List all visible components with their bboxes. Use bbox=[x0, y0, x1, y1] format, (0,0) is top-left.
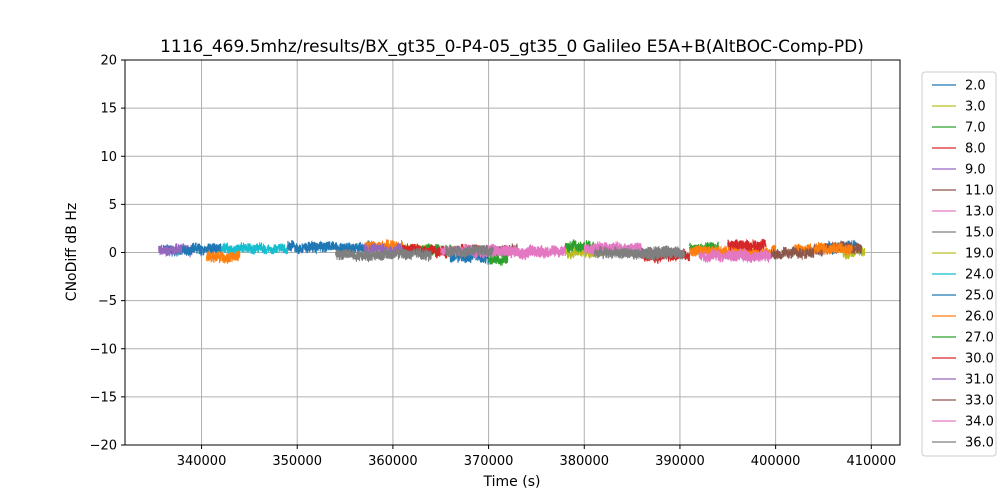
legend-label: 26.0 bbox=[965, 310, 994, 325]
legend-label: 11.0 bbox=[965, 184, 994, 199]
series-line-26-0 bbox=[794, 242, 853, 256]
series-line-11-0 bbox=[813, 240, 863, 258]
series-line-27-0 bbox=[564, 239, 595, 253]
series-line-34-0 bbox=[440, 244, 566, 261]
chart-title: 1116_469.5mhz/results/BX_gt35_0-P4-05_gt… bbox=[160, 37, 864, 57]
legend-label: 31.0 bbox=[965, 373, 994, 388]
y-tick-label: 0 bbox=[109, 246, 117, 261]
series-line-25-0 bbox=[181, 242, 222, 257]
series-line-25-0 bbox=[287, 240, 375, 255]
legend-label: 34.0 bbox=[965, 415, 994, 430]
legend-label: 30.0 bbox=[965, 352, 994, 367]
x-tick-label: 340000 bbox=[177, 454, 227, 469]
y-axis-ticks: 20 15 10 5 0 −5 −10 −15 −20 bbox=[90, 54, 125, 454]
legend-label: 9.0 bbox=[965, 163, 986, 178]
y-tick-label: −20 bbox=[90, 439, 117, 454]
x-tick-label: 360000 bbox=[368, 454, 418, 469]
legend-label: 7.0 bbox=[965, 121, 986, 136]
x-tick-label: 390000 bbox=[655, 454, 705, 469]
x-axis-label: Time (s) bbox=[483, 474, 541, 490]
legend-label: 27.0 bbox=[965, 331, 994, 346]
y-tick-label: 5 bbox=[109, 198, 117, 213]
legend-label: 8.0 bbox=[965, 142, 986, 157]
legend-label: 25.0 bbox=[965, 289, 994, 304]
y-tick-label: −5 bbox=[98, 294, 117, 309]
x-axis-ticks: 340000 350000 360000 370000 380000 390000 4000… bbox=[177, 445, 896, 469]
y-tick-label: 20 bbox=[100, 54, 117, 69]
x-tick-label: 400000 bbox=[751, 454, 801, 469]
legend: 2.0 3.0 7.0 8.0 9.0 11.0 13.0 15.0 19.0 24.0 25.0 2… bbox=[921, 71, 997, 457]
y-axis-label: CNoDiff dB Hz bbox=[64, 203, 80, 301]
x-tick-label: 410000 bbox=[846, 454, 896, 469]
series-line-30-0 bbox=[727, 238, 767, 252]
y-tick-label: −10 bbox=[90, 342, 117, 357]
series-line-36-0 bbox=[445, 244, 494, 259]
series-line-33-0 bbox=[770, 246, 815, 261]
legend-label: 36.0 bbox=[965, 436, 994, 451]
series-line-36-0 bbox=[334, 247, 432, 263]
legend-label: 13.0 bbox=[965, 205, 994, 220]
series-line-34-0 bbox=[698, 248, 772, 264]
series-line-24-0 bbox=[220, 241, 289, 256]
legend-label: 19.0 bbox=[965, 247, 994, 262]
y-tick-label: −15 bbox=[90, 390, 117, 405]
y-tick-label: 10 bbox=[100, 150, 117, 165]
legend-label: 2.0 bbox=[965, 79, 986, 94]
x-tick-label: 350000 bbox=[272, 454, 322, 469]
legend-label: 24.0 bbox=[965, 268, 994, 283]
x-tick-label: 380000 bbox=[559, 454, 609, 469]
legend-label: 33.0 bbox=[965, 394, 994, 409]
series-lines bbox=[158, 238, 866, 266]
y-tick-label: 15 bbox=[100, 102, 117, 117]
series-line-26-0 bbox=[205, 250, 241, 264]
legend-frame bbox=[921, 71, 997, 457]
x-tick-label: 370000 bbox=[464, 454, 514, 469]
series-line-34-0 bbox=[583, 240, 643, 255]
legend-label: 3.0 bbox=[965, 100, 986, 115]
series-line-36-0 bbox=[593, 245, 686, 262]
legend-label: 15.0 bbox=[965, 226, 994, 241]
